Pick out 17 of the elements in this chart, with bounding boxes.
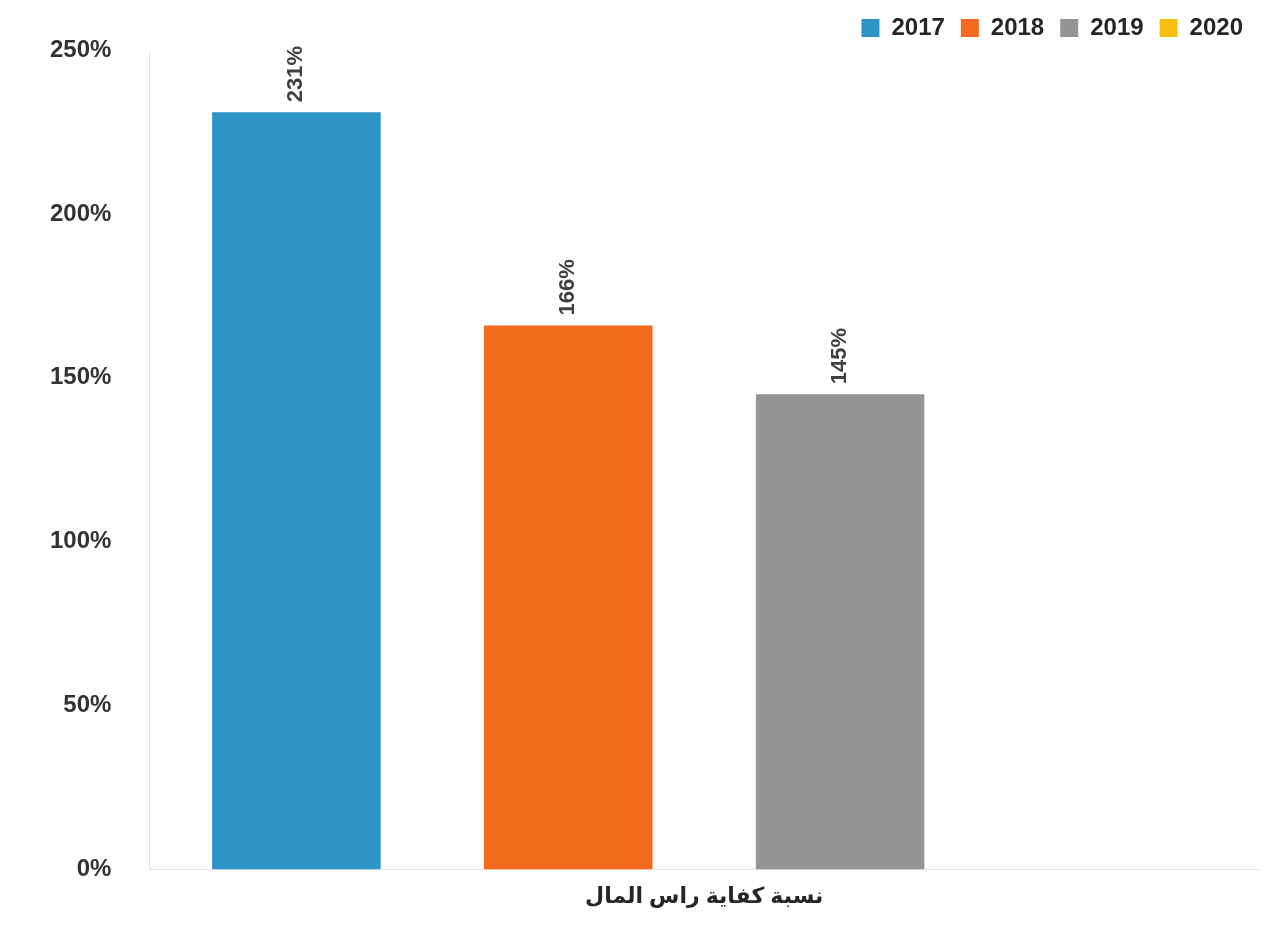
y-tick-label: 50% xyxy=(63,690,112,718)
y-tick-label: 250% xyxy=(49,34,112,62)
data-label: 231% xyxy=(282,46,308,103)
legend-label: 2018 xyxy=(990,12,1045,40)
y-tick-label: 100% xyxy=(49,526,112,554)
bar xyxy=(212,112,381,870)
legend-label: 2020 xyxy=(1189,12,1243,40)
x-tick-label: نسبة كفاية راس المال xyxy=(585,882,824,908)
bar xyxy=(483,325,653,870)
legend-label: 2017 xyxy=(891,12,945,40)
y-tick-label: 150% xyxy=(49,362,112,390)
data-label: 166% xyxy=(554,259,580,316)
legend-label: 2019 xyxy=(1090,12,1144,40)
y-tick-label: 0% xyxy=(76,854,112,882)
y-tick-label: 200% xyxy=(49,198,112,226)
bar xyxy=(755,394,925,870)
data-label: 145% xyxy=(826,327,852,385)
